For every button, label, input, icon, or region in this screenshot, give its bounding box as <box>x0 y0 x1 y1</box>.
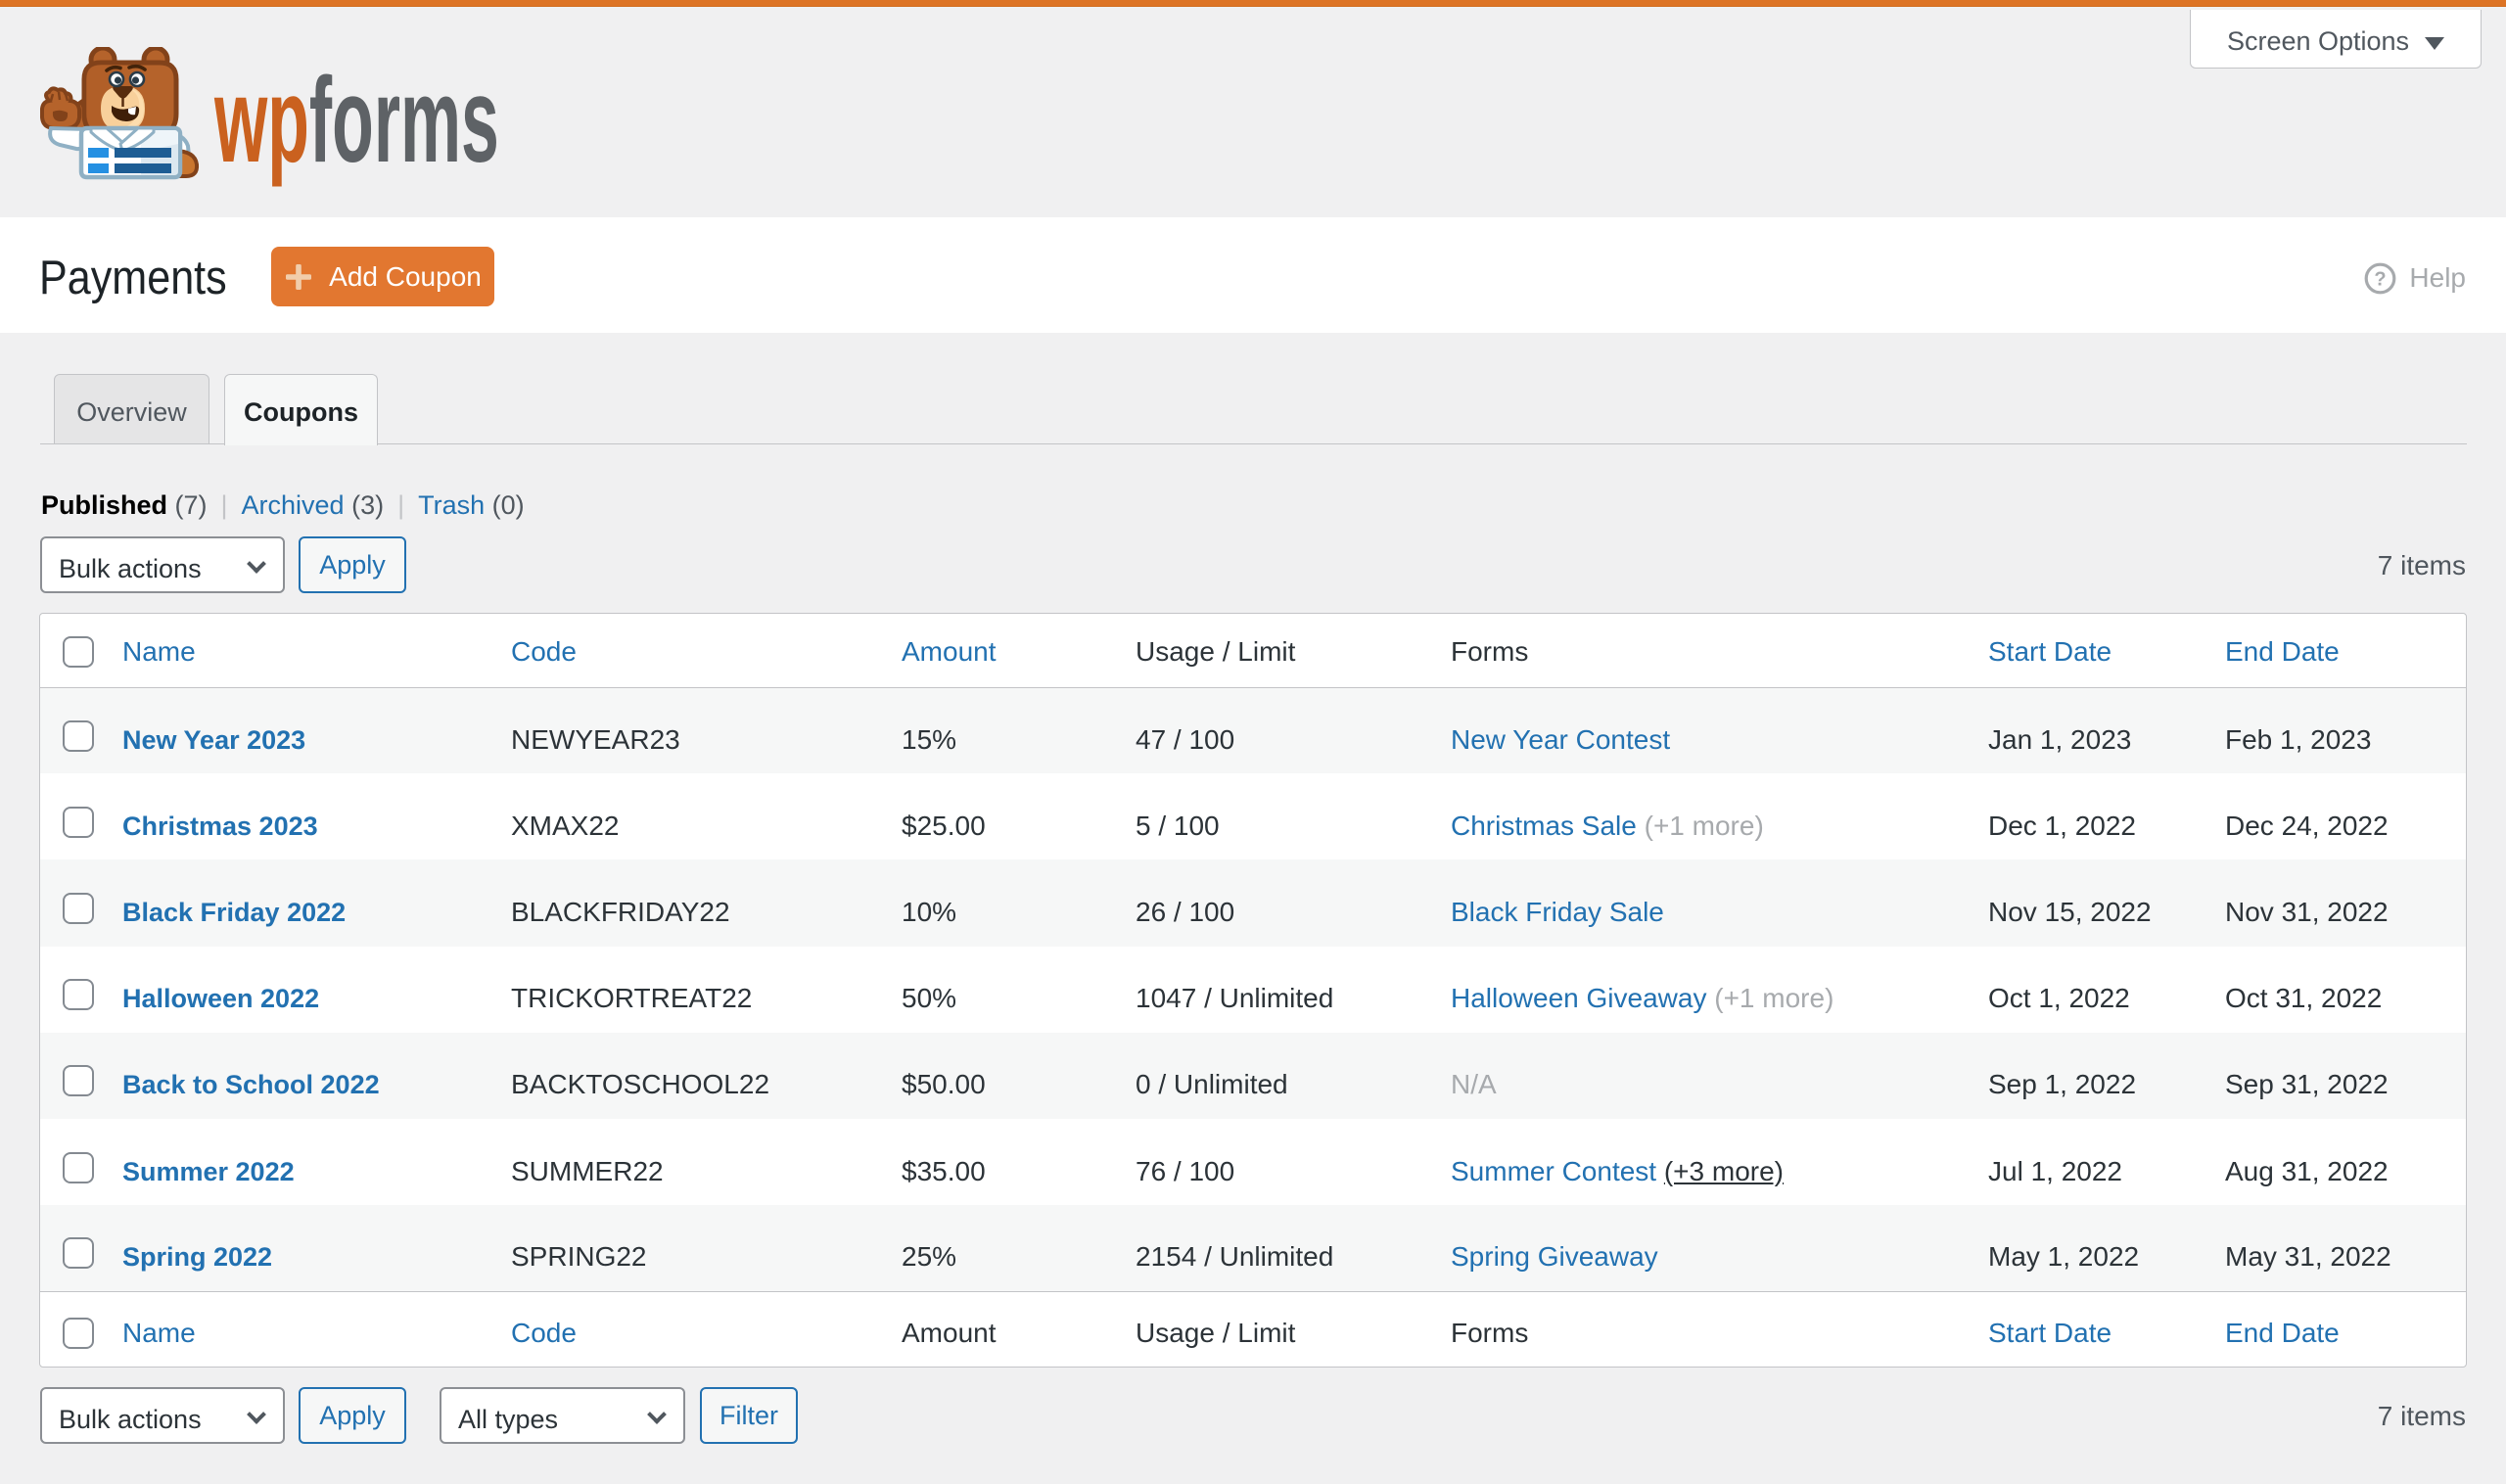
svg-text:?: ? <box>2375 268 2387 290</box>
